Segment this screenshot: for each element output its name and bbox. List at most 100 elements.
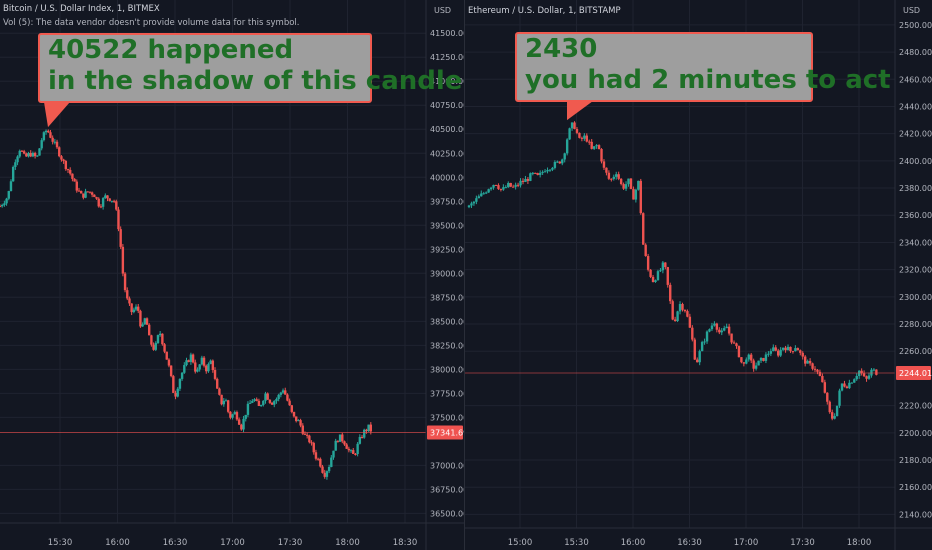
candle-body <box>71 173 74 179</box>
bitcoin-callout[interactable]: 40522 happened in the shadow of this can… <box>38 33 463 103</box>
candle-body <box>119 229 122 247</box>
candle-body <box>723 328 726 331</box>
candle-body <box>651 276 655 283</box>
candle-body <box>639 180 642 214</box>
candle-body <box>229 411 232 418</box>
candle-body <box>830 412 834 419</box>
candle-body <box>363 429 366 438</box>
candle-body <box>470 203 473 206</box>
y-tick-label: 36750.00 <box>430 485 464 494</box>
y-tick-label: 2460.00 <box>899 75 932 84</box>
candle-body <box>257 400 261 407</box>
candle-body <box>259 404 263 407</box>
candle-body <box>316 458 320 460</box>
x-tick-label: 15:30 <box>564 538 589 548</box>
y-tick-label: 40000.00 <box>430 173 464 182</box>
candle-body <box>44 130 48 133</box>
candle-body <box>75 181 78 191</box>
candle-body <box>583 135 586 139</box>
candle-body <box>334 440 337 451</box>
candle-body <box>516 184 520 186</box>
candle-body <box>62 159 65 161</box>
candle-body <box>108 198 111 201</box>
candle-body <box>27 152 30 157</box>
bitcoin-chart-panel[interactable]: USD 41500.00 41250.00 41000.00 40750.00 40500… <box>0 0 464 550</box>
candle-body <box>806 360 809 364</box>
candle-body <box>312 442 315 453</box>
y-tick-label: 2200.00 <box>899 429 932 438</box>
currency-label: USD <box>434 6 451 15</box>
candle-body <box>767 353 770 355</box>
candle-body <box>835 405 839 417</box>
candle-body <box>872 369 876 371</box>
candle-body <box>865 376 868 379</box>
y-tick-label: 2300.00 <box>899 293 932 302</box>
candle-body <box>747 354 750 360</box>
candle-body <box>207 364 210 372</box>
candle-body <box>310 442 313 444</box>
candle-body <box>497 185 500 189</box>
last-price-label: 2244.01 <box>899 369 932 378</box>
candle-body <box>47 130 50 133</box>
currency-label: USD <box>903 6 920 15</box>
candle-body <box>573 122 576 129</box>
ethereum-callout-line1: 2430 <box>525 34 598 64</box>
candle-body <box>213 369 217 379</box>
last-price-tag <box>427 425 463 440</box>
candle-body <box>499 188 503 190</box>
x-tick-label: 17:00 <box>734 538 759 548</box>
ethereum-chart-panel[interactable]: USD 2500.00 2480.00 2460.00 2440.00 2420.00 24… <box>465 0 932 550</box>
candle-body <box>49 132 52 138</box>
ethereum-callout[interactable]: 2430 you had 2 minutes to act <box>515 32 891 102</box>
candle-body <box>629 178 633 189</box>
candle-body <box>84 191 87 198</box>
y-tick-label: 38250.00 <box>430 341 464 350</box>
candle-body <box>115 201 118 210</box>
candle-body <box>319 458 322 467</box>
bitcoin-callout-line1: 40522 happened <box>48 35 294 65</box>
candle-body <box>352 450 355 454</box>
candle-body <box>617 174 620 179</box>
candle-body <box>9 181 13 192</box>
candle-body <box>556 161 559 163</box>
candle-body <box>565 139 569 154</box>
candle-body <box>29 152 32 157</box>
candle-body <box>7 191 10 199</box>
y-tick-label: 2280.00 <box>899 320 932 329</box>
candle-body <box>624 184 628 189</box>
y-tick-label: 41250.00 <box>430 53 464 62</box>
candle-body <box>681 304 684 310</box>
last-price-label: 37341.69 <box>430 429 464 438</box>
y-tick-label: 41500.00 <box>430 29 464 38</box>
candle-body <box>482 193 485 195</box>
candle-body <box>248 402 252 404</box>
candle-body <box>553 162 557 168</box>
candle-body <box>97 198 100 207</box>
candle-body <box>218 388 221 395</box>
candle-body <box>354 453 357 455</box>
candle-body <box>95 197 98 199</box>
candle-body <box>194 362 197 372</box>
candle-body <box>845 386 849 389</box>
candle-body <box>757 360 760 366</box>
bitcoin-chart[interactable]: USD 41500.00 41250.00 41000.00 40750.00 40500… <box>0 0 464 550</box>
candle-body <box>165 351 168 360</box>
candle-body <box>708 329 711 332</box>
candle-body <box>818 371 822 376</box>
candle-body <box>570 122 574 129</box>
candle-body <box>752 360 755 369</box>
candle-body <box>673 319 677 322</box>
candle-body <box>492 184 495 188</box>
candle-body <box>343 441 346 445</box>
bitcoin-callout-line2: in the shadow of this candle <box>48 66 463 96</box>
candle-body <box>578 132 581 138</box>
candle-body <box>683 309 687 312</box>
y-tick-label: 2360.00 <box>899 211 932 220</box>
candle-body <box>112 200 116 202</box>
y-tick-label: 2140.00 <box>899 510 932 519</box>
candle-body <box>209 360 212 365</box>
candle-body <box>487 189 490 193</box>
bitcoin-chart-header: Bitcoin / U.S. Dollar Index, 1, BITMEX <box>3 4 160 14</box>
candle-body <box>244 414 247 419</box>
candle-body <box>519 180 522 186</box>
